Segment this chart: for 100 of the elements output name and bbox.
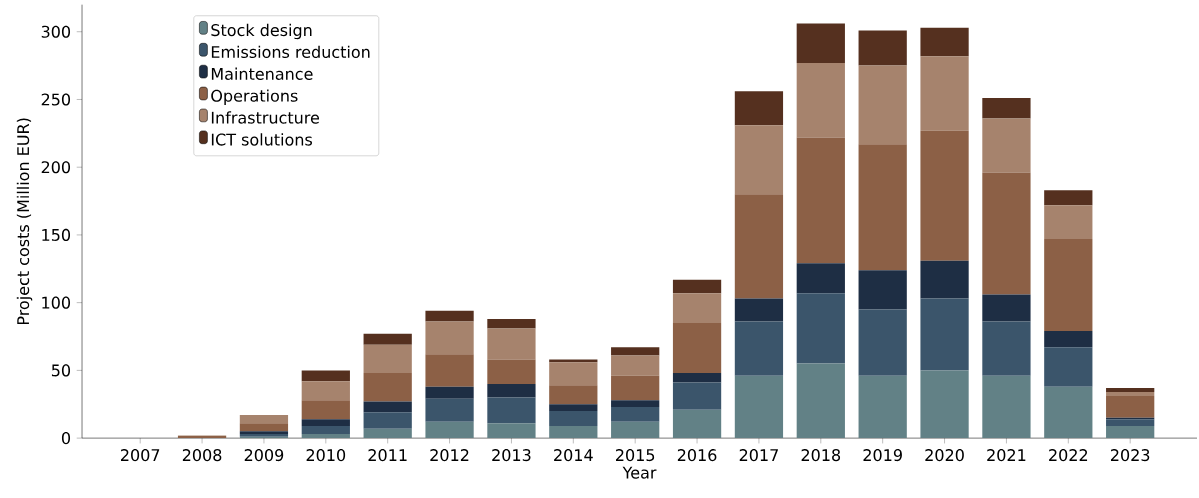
bar bbox=[858, 30, 907, 66]
bar bbox=[301, 370, 350, 382]
bar bbox=[672, 293, 722, 323]
bar bbox=[858, 65, 907, 145]
bar bbox=[982, 321, 1031, 376]
bar bbox=[487, 318, 536, 329]
x-tick-label: 2014 bbox=[554, 448, 593, 462]
bar bbox=[920, 260, 969, 299]
x-tick-label: 2013 bbox=[492, 448, 531, 462]
bar bbox=[672, 279, 722, 294]
bar bbox=[672, 409, 722, 439]
bar bbox=[796, 263, 845, 294]
x-tick-label: 2021 bbox=[987, 448, 1026, 462]
bar bbox=[734, 194, 784, 299]
bar bbox=[920, 298, 969, 371]
y-tick-label: 300 bbox=[41, 25, 71, 38]
bar bbox=[301, 433, 350, 439]
bar bbox=[301, 425, 350, 434]
bar bbox=[363, 401, 412, 413]
bar bbox=[672, 322, 722, 374]
bar bbox=[734, 375, 784, 439]
y-tick-label: 250 bbox=[41, 93, 71, 106]
bar bbox=[734, 298, 784, 322]
bar bbox=[363, 344, 412, 374]
legend-label: Stock design bbox=[211, 23, 312, 40]
bar bbox=[1106, 391, 1155, 397]
x-tick-label: 2019 bbox=[863, 448, 902, 462]
bar bbox=[301, 400, 350, 420]
bar bbox=[549, 385, 598, 405]
bar bbox=[672, 373, 722, 383]
bar bbox=[858, 375, 907, 439]
bar bbox=[1044, 331, 1093, 348]
x-tick-label: 2011 bbox=[368, 448, 407, 462]
bar bbox=[1106, 396, 1155, 418]
bar bbox=[920, 27, 969, 57]
bar bbox=[982, 118, 1031, 173]
bar bbox=[1044, 190, 1093, 206]
bar bbox=[611, 355, 660, 376]
legend-label: Emissions reduction bbox=[211, 45, 370, 58]
bar bbox=[672, 382, 722, 410]
bar bbox=[796, 293, 845, 364]
bar bbox=[239, 415, 289, 424]
bar bbox=[858, 270, 907, 310]
bar bbox=[611, 400, 660, 407]
bar bbox=[734, 125, 784, 195]
bar bbox=[734, 321, 784, 376]
bar bbox=[796, 23, 845, 63]
x-axis-title: Year bbox=[622, 466, 657, 479]
x-tick-label: 2010 bbox=[306, 448, 346, 462]
bar bbox=[549, 425, 598, 439]
bar bbox=[549, 362, 598, 386]
y-tick-label: 200 bbox=[41, 161, 71, 174]
bar bbox=[920, 130, 969, 261]
bar bbox=[920, 56, 969, 131]
bar bbox=[611, 375, 660, 401]
bar bbox=[363, 373, 412, 402]
y-tick-label: 100 bbox=[42, 296, 71, 309]
bar bbox=[1044, 386, 1093, 439]
y-tick-label: 50 bbox=[51, 364, 71, 377]
legend-label: Operations bbox=[211, 89, 298, 105]
bar bbox=[982, 375, 1031, 439]
x-tick-label: 2012 bbox=[430, 448, 469, 462]
x-tick-label: 2015 bbox=[615, 448, 655, 462]
bar bbox=[858, 144, 907, 271]
bar bbox=[1106, 425, 1155, 439]
bar bbox=[796, 62, 845, 138]
x-tick-label: 2016 bbox=[677, 448, 717, 462]
bar bbox=[425, 421, 474, 439]
bar bbox=[549, 410, 598, 426]
bar bbox=[487, 397, 536, 424]
bar bbox=[858, 309, 907, 376]
x-tick-label: 2022 bbox=[1049, 448, 1088, 462]
bar bbox=[796, 363, 845, 439]
bar bbox=[425, 321, 474, 355]
bar bbox=[487, 423, 536, 439]
x-tick-label: 2008 bbox=[182, 448, 222, 462]
x-tick-label: 2017 bbox=[739, 448, 778, 462]
bar bbox=[301, 381, 350, 401]
x-tick-label: 2009 bbox=[244, 448, 284, 462]
bar bbox=[611, 347, 660, 356]
bar bbox=[487, 328, 536, 360]
bar bbox=[425, 310, 474, 322]
bar bbox=[363, 333, 412, 345]
bar bbox=[363, 412, 412, 429]
bar bbox=[1044, 238, 1093, 332]
bar bbox=[1044, 347, 1093, 387]
bar bbox=[982, 294, 1031, 322]
bar bbox=[239, 423, 289, 432]
bar bbox=[982, 172, 1031, 295]
bar bbox=[425, 386, 474, 399]
y-axis-title: Project costs (Million EUR) bbox=[16, 118, 33, 325]
bar bbox=[1044, 205, 1093, 239]
bar bbox=[611, 406, 660, 422]
bar bbox=[796, 137, 845, 264]
bar bbox=[487, 383, 536, 398]
legend-label: Maintenance bbox=[211, 67, 313, 80]
bar bbox=[734, 91, 784, 126]
y-tick-label: 0 bbox=[61, 431, 71, 445]
bar bbox=[611, 421, 660, 439]
x-tick-label: 2020 bbox=[925, 448, 964, 462]
